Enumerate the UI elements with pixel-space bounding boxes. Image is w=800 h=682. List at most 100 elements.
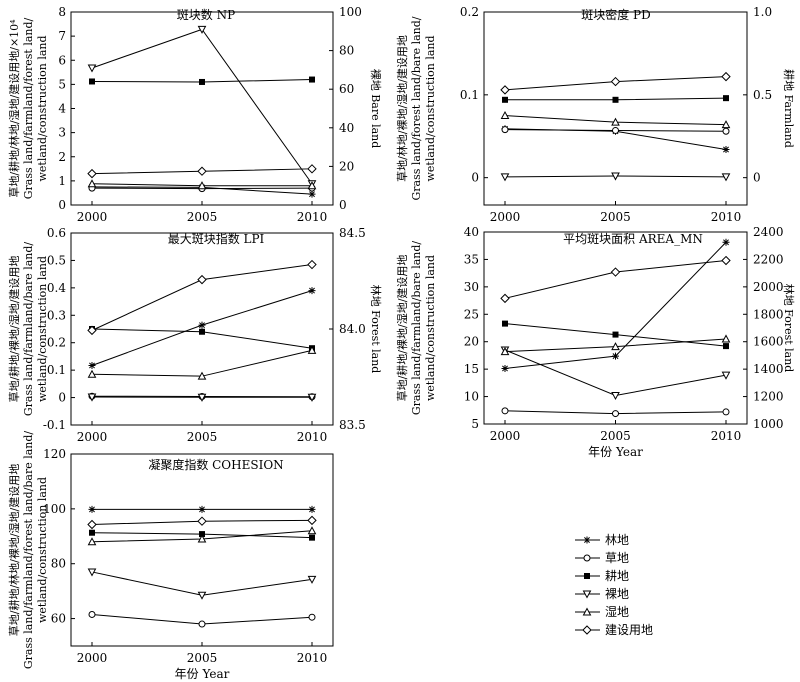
legend-item-forest: 林地 [575, 533, 629, 547]
data-point-bare [307, 393, 317, 402]
x-tick-label: 2005 [187, 651, 218, 665]
y-tick-label: 40 [464, 225, 479, 239]
y2-tick-label: 60 [339, 82, 354, 96]
data-point-grass [612, 410, 619, 418]
data-point-wet [721, 334, 731, 343]
legend-label-forest: 林地 [605, 533, 629, 547]
data-point-wet [611, 342, 620, 351]
chart-title: 斑块密度 PD [581, 7, 651, 22]
plot-frame [70, 453, 334, 647]
series-farm [502, 95, 729, 103]
legend-marker-build [582, 625, 592, 635]
y2-tick-label: 84.5 [339, 226, 366, 240]
data-point-build [721, 71, 731, 82]
y2-tick-label: 1400 [753, 362, 784, 376]
legend-label-farm: 耕地 [605, 568, 629, 583]
y-axis-label-line: Grass land/farmland/bare land/ [22, 242, 35, 417]
series-farm [89, 326, 315, 352]
data-point-grass [501, 407, 509, 415]
data-point-farm [199, 531, 205, 538]
data-point-grass [501, 126, 509, 134]
data-point-farm [723, 95, 729, 102]
legend-item-farm: 耕地 [575, 568, 629, 583]
data-point-build [721, 255, 731, 266]
y2-tick-label: 1.0 [753, 5, 772, 19]
data-point-grass [198, 620, 206, 628]
y-tick-label: 0.5 [47, 253, 66, 267]
y-tick-label: 10 [464, 390, 479, 404]
y-tick-label: 0 [471, 171, 479, 185]
legend-item-grass: 草地 [575, 551, 629, 565]
y-tick-label: 0.2 [47, 336, 66, 350]
y-axis-label-line: wetland/construction land [36, 477, 49, 623]
y2-tick-label: 83.5 [339, 418, 366, 432]
y-axis-label-line: 草地/耕地/林地/裸地/湿地/建设用地 [7, 464, 21, 637]
data-point-bare [87, 64, 97, 73]
data-point-build [197, 516, 207, 526]
legend-marker-bare [582, 590, 592, 599]
data-point-grass [612, 126, 619, 134]
y-axis-label-line: wetland/construction land [36, 256, 49, 402]
data-point-wet [611, 117, 620, 126]
chart-title: 斑块数 NP [177, 7, 235, 22]
y2-tick-label: 1600 [753, 335, 784, 349]
legend-label-bare: 裸地 [605, 586, 629, 601]
data-point-grass [722, 127, 730, 135]
legend-item-bare: 裸地 [575, 586, 629, 601]
data-point-bare [611, 172, 620, 181]
y2-tick-label: 1200 [753, 390, 784, 404]
y-tick-label: 0.4 [47, 281, 66, 295]
data-point-bare [87, 568, 97, 577]
data-point-bare [721, 173, 731, 182]
data-point-build [87, 325, 97, 336]
data-point-farm [502, 96, 508, 103]
y2-tick-label: 2400 [753, 225, 784, 239]
x-axis-label: 年份 Year [175, 667, 230, 681]
series-bare [87, 568, 317, 600]
x-tick-label: 2000 [77, 651, 108, 665]
y-tick-label: 0.6 [47, 226, 66, 240]
chart-title: 最大斑块指数 LPI [168, 231, 265, 246]
legend-item-wet: 湿地 [575, 604, 629, 619]
y-axis-label: 草地/林地/裸地/湿地/建设用地Grass land/forest land/b… [395, 16, 437, 200]
y-tick-label: 20 [464, 335, 479, 349]
series-grass [501, 126, 730, 135]
data-point-build [307, 515, 317, 526]
series-build [87, 515, 317, 530]
data-point-bare [500, 173, 510, 182]
data-point-forest [88, 361, 96, 369]
series-farm [502, 320, 729, 350]
y-tick-label: 100 [43, 502, 66, 516]
x-tick-label: 2000 [77, 430, 108, 444]
y-tick-label: 0.1 [47, 363, 66, 377]
series-wet [500, 110, 731, 129]
series-line-build [91, 264, 313, 331]
data-point-grass [88, 610, 96, 618]
data-point-build [307, 164, 317, 174]
y-axis-label: 草地/耕地/林地/裸地/湿地/建设用地Grass land/farmland/f… [7, 431, 49, 670]
series-forest [88, 287, 316, 369]
y-tick-label: 0 [58, 391, 66, 405]
y-tick-label: 35 [464, 252, 479, 266]
data-point-wet [307, 345, 317, 354]
legend-label-grass: 草地 [605, 551, 629, 565]
data-point-build [87, 519, 97, 530]
y-axis-label-line: wetland/construction land [36, 35, 49, 181]
y-axis-label: 草地/耕地/裸地/湿地/建设用地Grass land/farmland/bare… [395, 241, 437, 416]
y-axis-label-line: Grass land/forest land/bare land/ [410, 16, 423, 200]
data-point-wet [500, 110, 510, 120]
data-point-bare [87, 393, 97, 402]
data-point-forest [501, 364, 509, 372]
x-tick-label: 2005 [187, 430, 218, 444]
y2-tick-label: 20 [339, 159, 354, 173]
data-point-farm [723, 343, 729, 350]
y2-axis-label: 耕地 Farmland [782, 69, 796, 148]
y-tick-label: 0.2 [460, 5, 479, 19]
chart-title: 平均斑块面积 AREA_MN [563, 232, 703, 246]
data-point-build [500, 293, 510, 304]
x-tick-label: 2005 [187, 210, 218, 224]
data-point-build [197, 166, 207, 176]
y2-axis-label: 裸地 Bare land [369, 69, 383, 149]
